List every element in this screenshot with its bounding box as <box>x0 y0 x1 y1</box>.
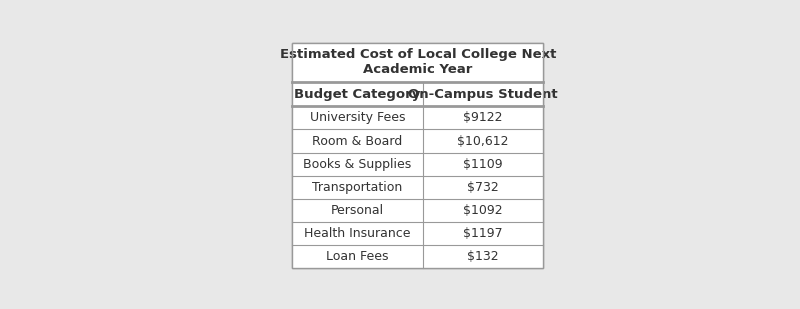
Text: Transportation: Transportation <box>312 181 402 194</box>
Bar <box>292 199 543 222</box>
Text: $10,612: $10,612 <box>458 134 509 147</box>
Text: Room & Board: Room & Board <box>312 134 402 147</box>
Bar <box>292 106 543 129</box>
Bar <box>292 222 543 245</box>
Bar <box>292 176 543 199</box>
Text: $9122: $9122 <box>463 112 502 125</box>
Text: Books & Supplies: Books & Supplies <box>303 158 412 171</box>
Bar <box>292 129 543 153</box>
Text: $732: $732 <box>467 181 499 194</box>
Bar <box>292 43 543 82</box>
Text: Loan Fees: Loan Fees <box>326 250 389 263</box>
Text: Budget Category: Budget Category <box>294 87 421 100</box>
Text: Health Insurance: Health Insurance <box>304 227 410 240</box>
Bar <box>292 43 543 268</box>
Bar <box>292 153 543 176</box>
Text: $1197: $1197 <box>463 227 503 240</box>
Text: University Fees: University Fees <box>310 112 406 125</box>
Text: $1092: $1092 <box>463 204 503 217</box>
Bar <box>292 43 543 268</box>
Text: $132: $132 <box>467 250 499 263</box>
Bar <box>292 245 543 268</box>
Text: On-Campus Student: On-Campus Student <box>408 87 558 100</box>
Text: Estimated Cost of Local College Next
Academic Year: Estimated Cost of Local College Next Aca… <box>279 49 556 77</box>
Bar <box>292 82 543 106</box>
Text: $1109: $1109 <box>463 158 503 171</box>
Text: Personal: Personal <box>331 204 384 217</box>
